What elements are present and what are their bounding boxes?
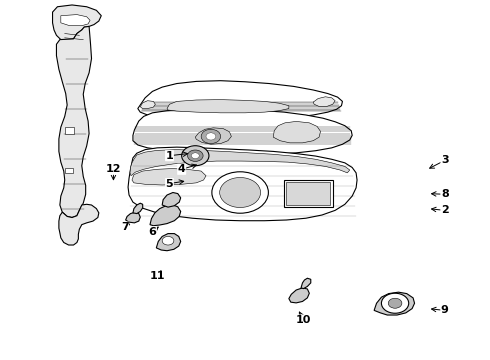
Text: 3: 3 xyxy=(441,156,448,165)
Polygon shape xyxy=(150,205,181,226)
Polygon shape xyxy=(289,288,309,303)
Polygon shape xyxy=(140,101,155,109)
Text: 11: 11 xyxy=(149,271,165,282)
Text: 10: 10 xyxy=(296,315,311,325)
Polygon shape xyxy=(196,128,231,144)
Circle shape xyxy=(212,172,269,213)
Circle shape xyxy=(188,150,203,161)
Circle shape xyxy=(192,153,199,158)
Polygon shape xyxy=(156,234,181,251)
Circle shape xyxy=(162,237,174,245)
Polygon shape xyxy=(61,15,90,26)
Text: 5: 5 xyxy=(166,179,173,189)
Polygon shape xyxy=(133,203,143,213)
Bar xyxy=(65,168,74,173)
Circle shape xyxy=(220,177,261,207)
Bar xyxy=(287,182,330,205)
Polygon shape xyxy=(162,193,181,207)
Polygon shape xyxy=(167,100,289,113)
Text: 4: 4 xyxy=(178,164,186,174)
Polygon shape xyxy=(138,81,343,120)
Circle shape xyxy=(206,133,216,140)
Polygon shape xyxy=(301,278,311,289)
Text: 12: 12 xyxy=(106,164,121,174)
Polygon shape xyxy=(52,5,101,41)
Text: 1: 1 xyxy=(166,151,173,161)
Bar xyxy=(65,127,74,134)
Circle shape xyxy=(388,298,402,308)
Polygon shape xyxy=(374,292,415,315)
Polygon shape xyxy=(132,168,206,185)
Text: 2: 2 xyxy=(441,205,449,215)
Text: 8: 8 xyxy=(441,189,449,199)
Bar xyxy=(284,180,333,207)
Circle shape xyxy=(381,293,409,313)
Polygon shape xyxy=(273,121,320,143)
Circle shape xyxy=(201,129,220,144)
Text: 9: 9 xyxy=(441,305,449,315)
Polygon shape xyxy=(125,212,140,223)
Polygon shape xyxy=(130,150,350,176)
Text: 7: 7 xyxy=(121,222,128,232)
Polygon shape xyxy=(56,26,92,217)
Circle shape xyxy=(182,146,209,166)
Polygon shape xyxy=(313,97,335,107)
Polygon shape xyxy=(133,109,352,155)
Text: 6: 6 xyxy=(148,227,156,237)
Polygon shape xyxy=(59,204,99,245)
Polygon shape xyxy=(128,147,357,221)
